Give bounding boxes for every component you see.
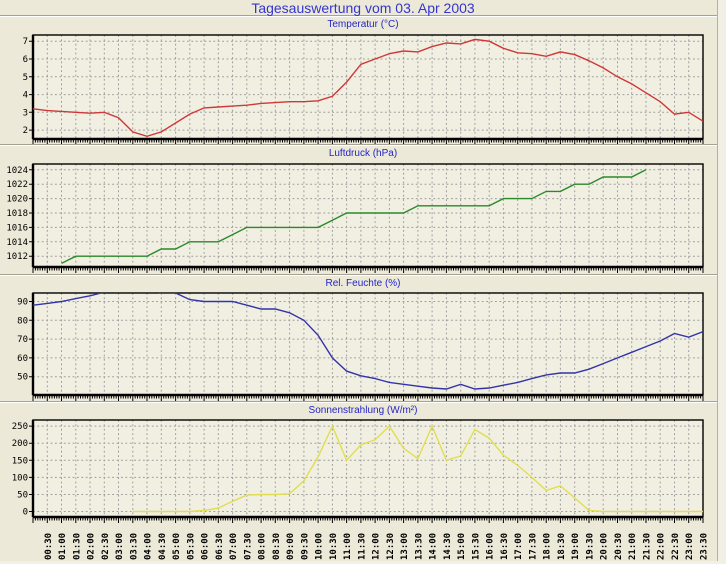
- svg-text:20:00: 20:00: [600, 533, 610, 560]
- section-divider: [0, 401, 726, 403]
- svg-text:10:30: 10:30: [329, 533, 339, 560]
- svg-text:23:00: 23:00: [685, 533, 695, 560]
- svg-text:13:30: 13:30: [414, 533, 424, 560]
- pressure-chart-title: Luftdruck (hPa): [328, 148, 398, 159]
- svg-text:50: 50: [17, 491, 28, 501]
- svg-text:60: 60: [17, 354, 28, 364]
- svg-text:90: 90: [17, 298, 28, 308]
- svg-text:04:00: 04:00: [144, 533, 154, 560]
- radiation-chart: 0 50 100 150 200 250 00:30 01:00 01:30 02:00 02:30…: [12, 419, 710, 560]
- svg-text:20:30: 20:30: [614, 533, 624, 560]
- svg-text:11:00: 11:00: [343, 533, 353, 560]
- section-divider: [0, 15, 726, 17]
- svg-text:70: 70: [17, 335, 28, 345]
- temperature-chart-title: Temperatur (°C): [327, 19, 399, 30]
- svg-text:15:30: 15:30: [471, 533, 481, 560]
- svg-text:07:00: 07:00: [229, 533, 239, 560]
- svg-text:08:30: 08:30: [272, 533, 282, 560]
- svg-text:00:30: 00:30: [44, 533, 54, 560]
- svg-text:21:30: 21:30: [643, 533, 653, 560]
- svg-text:50: 50: [17, 373, 28, 383]
- svg-text:1016: 1016: [6, 223, 28, 233]
- svg-text:1024: 1024: [6, 166, 28, 176]
- svg-text:02:30: 02:30: [101, 533, 111, 560]
- svg-text:07:30: 07:30: [243, 533, 253, 560]
- svg-text:09:00: 09:00: [286, 533, 296, 560]
- radiation-chart-section: Sonnenstrahlung (W/m²) 0 50 100 150 200 250 00…: [0, 403, 726, 564]
- svg-text:05:30: 05:30: [186, 533, 196, 560]
- svg-text:13:00: 13:00: [400, 533, 410, 560]
- window-edge-right: [717, 0, 726, 564]
- svg-text:3: 3: [23, 108, 28, 118]
- svg-text:16:00: 16:00: [486, 533, 496, 560]
- svg-text:19:00: 19:00: [571, 533, 581, 560]
- window-edge-bottom: [0, 561, 726, 564]
- pressure-chart-section: Luftdruck (hPa) 1012 1014 1016 1018 1020 1022…: [0, 146, 726, 274]
- svg-text:7: 7: [23, 37, 28, 47]
- svg-text:12:00: 12:00: [372, 533, 382, 560]
- section-divider: [0, 144, 726, 146]
- temperature-chart-section: Temperatur (°C) 2 3 4 5 6 7: [0, 17, 726, 144]
- svg-text:14:00: 14:00: [429, 533, 439, 560]
- svg-text:18:30: 18:30: [557, 533, 567, 560]
- svg-text:1014: 1014: [6, 238, 28, 248]
- svg-text:06:30: 06:30: [215, 533, 225, 560]
- svg-text:0: 0: [23, 508, 28, 518]
- svg-text:06:00: 06:00: [201, 533, 211, 560]
- svg-text:21:00: 21:00: [628, 533, 638, 560]
- svg-text:15:00: 15:00: [457, 533, 467, 560]
- svg-text:17:00: 17:00: [514, 533, 524, 560]
- svg-text:250: 250: [12, 422, 28, 432]
- temperature-chart: 2 3 4 5 6 7: [23, 34, 704, 144]
- svg-text:4: 4: [23, 91, 28, 101]
- svg-text:100: 100: [12, 473, 28, 483]
- svg-text:19:30: 19:30: [586, 533, 596, 560]
- svg-text:22:30: 22:30: [671, 533, 681, 560]
- svg-text:11:30: 11:30: [357, 533, 367, 560]
- svg-text:1022: 1022: [6, 180, 28, 190]
- svg-text:12:30: 12:30: [386, 533, 396, 560]
- svg-text:23:30: 23:30: [700, 533, 710, 560]
- svg-text:03:30: 03:30: [129, 533, 139, 560]
- svg-text:05:00: 05:00: [172, 533, 182, 560]
- radiation-chart-title: Sonnenstrahlung (W/m²): [308, 405, 418, 416]
- svg-text:22:00: 22:00: [657, 533, 667, 560]
- svg-text:01:00: 01:00: [58, 533, 68, 560]
- svg-text:1012: 1012: [6, 252, 28, 262]
- svg-text:1018: 1018: [6, 209, 28, 219]
- svg-text:1020: 1020: [6, 195, 28, 205]
- svg-text:04:30: 04:30: [158, 533, 168, 560]
- humidity-chart-section: Rel. Feuchte (%) 50 60 70 80 90: [0, 276, 726, 401]
- svg-text:2: 2: [23, 126, 28, 136]
- page-title: Tagesauswertung vom 03. Apr 2003: [251, 0, 475, 16]
- svg-text:6: 6: [23, 55, 28, 65]
- svg-text:200: 200: [12, 439, 28, 449]
- svg-text:18:00: 18:00: [543, 533, 553, 560]
- svg-text:16:30: 16:30: [500, 533, 510, 560]
- svg-text:10:00: 10:00: [315, 533, 325, 560]
- svg-text:5: 5: [23, 73, 28, 83]
- svg-text:17:30: 17:30: [528, 533, 538, 560]
- pressure-chart: 1012 1014 1016 1018 1020 1022 1024: [6, 163, 704, 273]
- svg-text:02:00: 02:00: [87, 533, 97, 560]
- humidity-chart: 50 60 70 80 90: [17, 292, 704, 401]
- humidity-chart-title: Rel. Feuchte (%): [325, 278, 401, 289]
- svg-text:14:30: 14:30: [443, 533, 453, 560]
- svg-text:08:00: 08:00: [258, 533, 268, 560]
- section-divider: [0, 274, 726, 276]
- svg-text:09:30: 09:30: [300, 533, 310, 560]
- svg-text:80: 80: [17, 316, 28, 326]
- svg-text:03:00: 03:00: [115, 533, 125, 560]
- svg-text:01:30: 01:30: [72, 533, 82, 560]
- svg-text:150: 150: [12, 456, 28, 466]
